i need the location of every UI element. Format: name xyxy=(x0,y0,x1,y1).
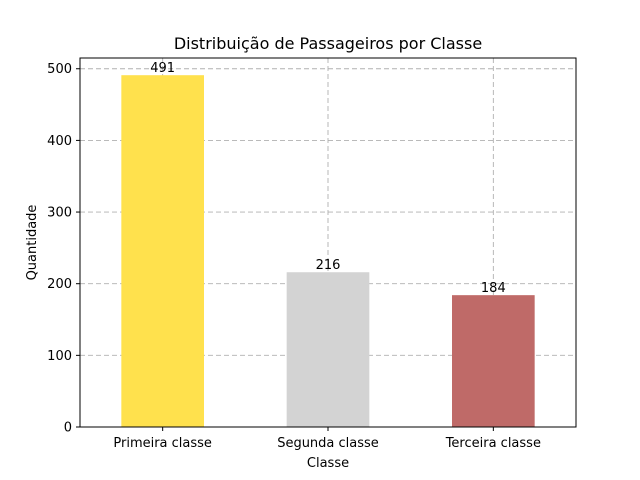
y-axis-ticks: 0 100 200 300 400 500 xyxy=(47,62,80,436)
chart-title: Distribuição de Passageiros por Classe xyxy=(174,34,482,53)
y-tick-label: 400 xyxy=(47,134,72,149)
x-axis-ticks: Primeira classe Segunda classe Terceira cl… xyxy=(113,427,541,451)
y-axis-label: Quantidade xyxy=(25,205,40,281)
x-tick-label: Terceira classe xyxy=(445,436,541,451)
bar-2 xyxy=(286,272,370,427)
bar-1 xyxy=(121,75,204,428)
x-tick-label: Segunda classe xyxy=(277,436,379,451)
y-tick-label: 100 xyxy=(47,349,72,364)
bar-value-label: 184 xyxy=(481,281,506,296)
y-tick-label: 500 xyxy=(47,62,72,77)
x-tick-label: Primeira classe xyxy=(113,436,212,451)
y-tick-label: 0 xyxy=(64,421,72,436)
y-tick-label: 300 xyxy=(47,206,72,221)
bar-3 xyxy=(452,295,535,427)
bar-value-label: 216 xyxy=(316,258,341,273)
bar-value-label: 491 xyxy=(150,61,175,76)
x-axis-label: Classe xyxy=(307,456,349,471)
y-tick-label: 200 xyxy=(47,277,72,292)
bars-group xyxy=(121,75,535,428)
data-labels-group: 491 216 184 xyxy=(150,61,505,296)
